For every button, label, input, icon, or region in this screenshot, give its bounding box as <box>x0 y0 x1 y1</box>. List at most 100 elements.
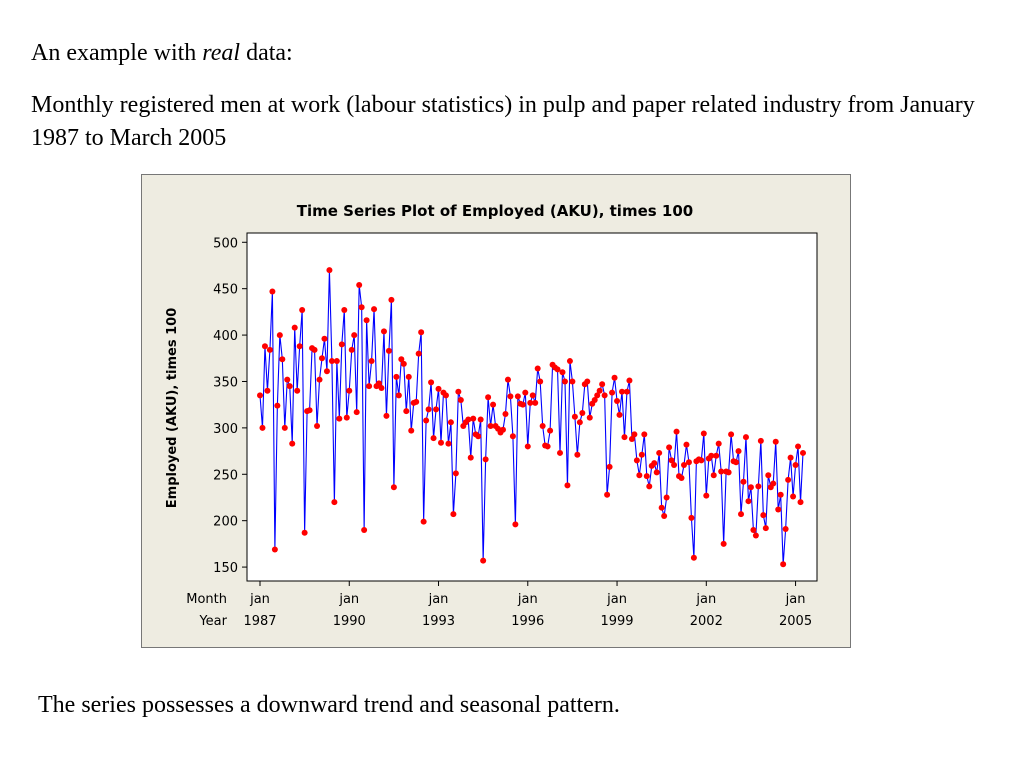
x-tick-label-year: 1999 <box>600 614 633 629</box>
data-point <box>490 401 497 408</box>
y-tick-label: 150 <box>213 561 238 576</box>
data-point <box>638 451 645 458</box>
x-tick-label-month: jan <box>695 592 716 607</box>
y-tick-label: 400 <box>213 329 238 344</box>
data-point <box>514 393 521 400</box>
data-point <box>423 417 430 424</box>
data-point <box>537 378 544 385</box>
data-point <box>780 561 787 568</box>
data-point <box>747 484 754 491</box>
data-point <box>507 393 514 400</box>
data-point <box>710 472 717 479</box>
x-tick-label-year: 1996 <box>511 614 544 629</box>
data-point <box>661 513 668 520</box>
data-point <box>785 476 792 483</box>
data-point <box>604 491 611 498</box>
data-point <box>733 459 740 466</box>
data-point <box>606 463 613 470</box>
series-description: Monthly registered men at work (labour s… <box>31 92 975 151</box>
data-point <box>626 377 633 384</box>
x-tick-label-month: jan <box>249 592 270 607</box>
data-point <box>415 350 422 357</box>
data-point <box>361 526 368 533</box>
data-point <box>757 437 764 444</box>
data-point <box>276 332 283 339</box>
data-point <box>688 514 695 521</box>
data-point <box>623 388 630 395</box>
data-point <box>772 438 779 445</box>
data-point <box>430 435 437 442</box>
data-point <box>433 406 440 413</box>
y-axis: 150 200 250 300 350 400 450 500 <box>213 236 247 576</box>
data-point <box>376 380 383 387</box>
data-point <box>281 424 288 431</box>
y-tick-label: 450 <box>213 283 238 298</box>
data-point <box>279 356 286 363</box>
data-point <box>579 410 586 417</box>
data-point <box>269 288 276 295</box>
data-point <box>782 526 789 533</box>
data-point <box>678 474 685 481</box>
x-axis: Month Year jan 1987 jan 1990 jan 1993 jan 1996 jan… <box>186 581 812 629</box>
data-point <box>534 365 541 372</box>
data-point <box>668 457 675 464</box>
data-point <box>442 392 449 399</box>
data-point <box>614 397 621 404</box>
data-point <box>646 483 653 490</box>
data-point <box>569 378 576 385</box>
data-point <box>703 492 710 499</box>
data-point <box>328 358 335 365</box>
time-series-chart: Time Series Plot of Employed (AKU), time… <box>141 174 851 648</box>
data-point <box>594 392 601 399</box>
data-point <box>574 451 581 458</box>
data-point <box>564 482 571 489</box>
data-point <box>306 407 313 414</box>
data-point <box>477 416 484 423</box>
conclusion-text: The series possesses a downward trend an… <box>38 692 620 718</box>
data-point <box>718 468 725 475</box>
data-point <box>338 341 345 348</box>
data-point <box>554 366 561 373</box>
data-point <box>559 369 566 376</box>
data-point <box>266 346 273 353</box>
data-point <box>368 358 375 365</box>
data-point <box>700 430 707 437</box>
data-point <box>566 358 573 365</box>
data-point <box>740 478 747 485</box>
data-point <box>438 439 444 446</box>
data-point <box>400 360 407 367</box>
data-point <box>532 399 539 406</box>
data-point <box>683 441 690 448</box>
data-point <box>690 554 697 561</box>
data-point <box>596 387 603 394</box>
data-point <box>619 388 625 395</box>
data-point <box>264 387 271 394</box>
data-point <box>311 346 318 353</box>
y-tick-label: 300 <box>213 422 238 437</box>
y-tick-label: 250 <box>213 468 238 483</box>
data-point <box>641 431 648 438</box>
data-point <box>576 419 583 426</box>
data-point <box>715 440 722 447</box>
data-point <box>509 433 516 440</box>
data-point <box>527 399 534 406</box>
data-point <box>787 454 794 461</box>
data-point <box>398 356 405 363</box>
data-point <box>452 470 459 477</box>
data-point <box>318 355 325 362</box>
data-point <box>547 427 554 434</box>
data-point <box>457 397 464 404</box>
data-point <box>475 433 482 440</box>
data-point <box>800 449 806 456</box>
data-point <box>519 401 526 408</box>
data-point <box>752 532 759 539</box>
y-axis-title: Employed (AKU), times 100 <box>165 308 180 508</box>
data-point <box>663 494 670 501</box>
data-point <box>750 526 757 533</box>
data-point <box>358 304 365 311</box>
data-point <box>284 376 291 383</box>
data-point <box>742 434 749 441</box>
data-point <box>499 426 506 433</box>
data-point <box>316 376 323 383</box>
data-point <box>333 358 340 365</box>
